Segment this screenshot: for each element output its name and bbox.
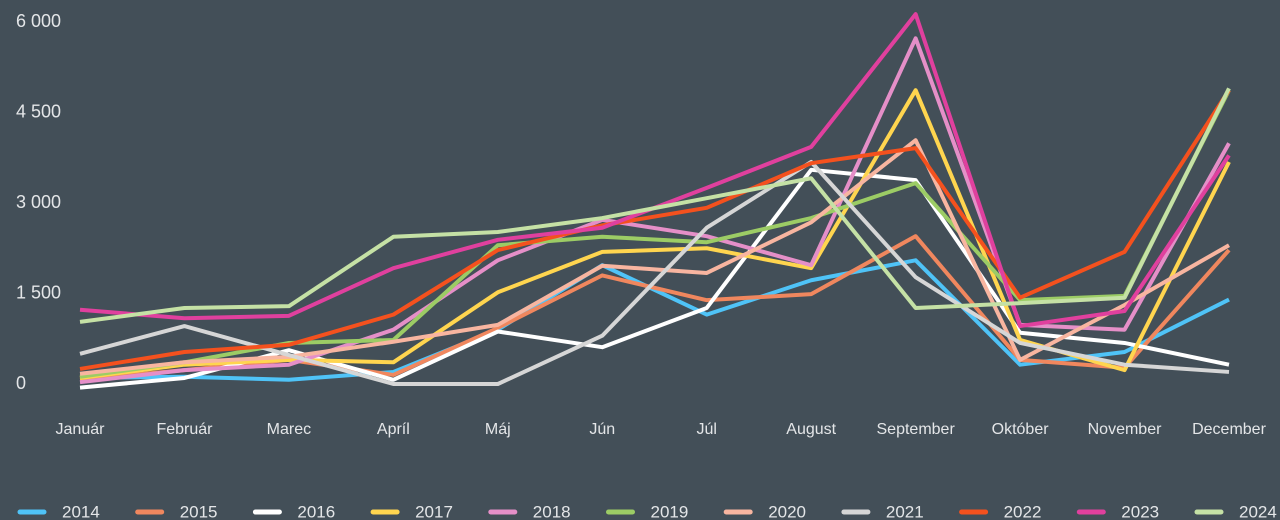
legend-label: 2024 <box>1239 502 1277 520</box>
x-tick-label: Marec <box>267 421 311 438</box>
legend-label: 2019 <box>651 502 689 520</box>
legend-label: 2018 <box>533 502 571 520</box>
x-tick-label: Apríl <box>377 421 410 438</box>
series-line <box>79 138 1230 376</box>
series-line <box>79 89 1231 379</box>
legend-label: 2022 <box>1004 502 1042 520</box>
legend-label: 2016 <box>297 502 335 520</box>
legend-label: 2020 <box>768 502 806 520</box>
legend-label: 2015 <box>180 502 218 520</box>
series-line <box>79 159 1230 386</box>
y-tick-label: 3 000 <box>16 192 61 212</box>
series-line <box>79 87 1231 324</box>
x-tick-label: November <box>1088 421 1162 438</box>
x-tick-label: Jún <box>589 421 615 438</box>
x-tick-label: Január <box>56 421 106 438</box>
legend-label: 2023 <box>1121 502 1159 520</box>
y-tick-label: 1 500 <box>16 282 61 302</box>
x-tick-label: Júl <box>697 421 717 438</box>
legend-label: 2014 <box>62 502 100 520</box>
x-tick-label: December <box>1192 421 1266 438</box>
x-tick-label: Február <box>156 421 213 438</box>
x-tick-label: Máj <box>485 421 511 438</box>
legend-label: 2021 <box>886 502 924 520</box>
x-tick-label: Október <box>992 421 1050 438</box>
y-tick-label: 4 500 <box>16 101 61 121</box>
legend-label: 2017 <box>415 502 453 520</box>
series-line <box>79 89 1231 371</box>
y-tick-label: 0 <box>16 373 26 393</box>
x-tick-label: August <box>786 421 836 438</box>
y-tick-label: 6 000 <box>16 11 61 31</box>
series-line <box>79 167 1230 390</box>
series-line <box>79 36 1231 385</box>
x-tick-label: September <box>877 421 956 438</box>
